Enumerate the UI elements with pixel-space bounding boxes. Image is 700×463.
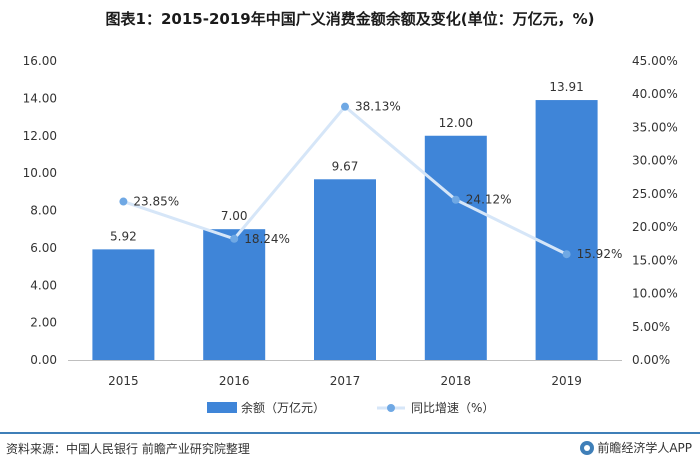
y-right-tick-label: 15.00% [632, 253, 678, 267]
brand: 前瞻经济学人APP [580, 439, 692, 456]
y-left-tick-label: 8.00 [30, 204, 57, 218]
x-tick-label: 2015 [108, 374, 139, 388]
bar-value-label: 9.67 [332, 159, 359, 173]
bar-value-label: 7.00 [221, 209, 248, 223]
legend-label-bar: 余额（万亿元） [241, 400, 325, 415]
growth-point-2018 [451, 195, 460, 204]
legend-label-growth: 同比增速（%） [411, 401, 494, 415]
bar-value-label: 13.91 [549, 80, 583, 94]
growth-point-2017 [341, 102, 349, 111]
bar-2016 [203, 229, 266, 360]
y-right-tick-label: 10.00% [632, 287, 678, 301]
x-tick-label: 2018 [441, 374, 472, 388]
y-left-tick-label: 16.00 [23, 54, 57, 68]
y-left-tick-label: 6.00 [30, 241, 57, 255]
growth-value-label: 38.13% [355, 100, 401, 114]
y-right-tick-label: 0.00% [632, 353, 670, 367]
bar-value-label: 5.92 [110, 229, 137, 243]
growth-point-2019 [562, 250, 571, 259]
y-right-tick-label: 25.00% [632, 187, 678, 201]
footer: 资料来源：中国人民银行 前瞻产业研究院整理 前瞻经济学人APP [0, 432, 700, 463]
legend-swatch-bar [207, 402, 237, 413]
bar-2017 [314, 179, 376, 360]
y-right-tick-label: 40.00% [632, 87, 678, 101]
legend-marker-growth [387, 404, 395, 412]
y-left-tick-label: 2.00 [30, 316, 57, 330]
x-tick-label: 2016 [219, 374, 250, 388]
y-right-tick-label: 35.00% [632, 120, 678, 134]
footer-divider [0, 432, 700, 434]
y-right-tick-label: 45.00% [632, 54, 678, 68]
x-tick-label: 2017 [330, 374, 361, 388]
y-right-tick-label: 5.00% [632, 320, 670, 334]
growth-point-2016 [230, 234, 239, 243]
y-left-tick-label: 10.00 [23, 166, 57, 180]
y-left-tick-label: 0.00 [30, 353, 57, 367]
bar-2018 [424, 135, 487, 360]
y-right-tick-label: 30.00% [632, 154, 678, 168]
growth-value-label: 18.24% [244, 232, 290, 246]
brand-label: 前瞻经济学人APP [597, 441, 692, 455]
growth-value-label: 24.12% [466, 193, 512, 207]
source-note: 资料来源：中国人民银行 前瞻产业研究院整理 [6, 442, 250, 456]
brand-logo-icon [580, 440, 595, 455]
chart-title: 图表1：2015-2019年中国广义消费金额余额及变化(单位：万亿元，%) [105, 10, 595, 28]
y-left-tick-label: 14.00 [23, 91, 57, 105]
chart-area: 0.00 2.00 4.00 6.00 8.00 10.00 12.00 14.00 16.00… [23, 54, 678, 415]
bar-2015 [92, 249, 155, 360]
bar-2019 [535, 100, 598, 360]
growth-value-label: 15.92% [577, 247, 623, 261]
y-left-tick-label: 4.00 [30, 278, 57, 292]
growth-value-label: 23.85% [133, 195, 179, 209]
y-left-tick-label: 12.00 [23, 129, 57, 143]
bar-value-label: 12.00 [439, 116, 473, 130]
y-right-tick-label: 20.00% [632, 220, 678, 234]
growth-point-2015 [119, 197, 128, 206]
x-tick-label: 2019 [551, 374, 582, 388]
